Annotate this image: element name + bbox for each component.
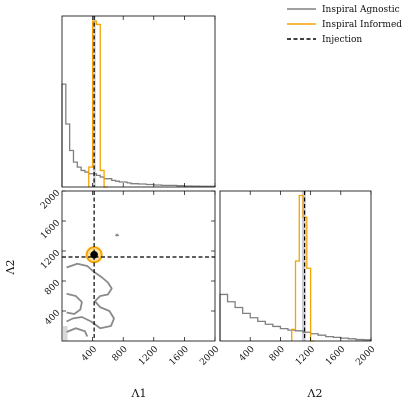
lambda2-hist-x-tick-label-400: 400	[238, 344, 257, 363]
joint-agnostic-contour-1	[66, 292, 83, 315]
legend-label-injection: Injection	[322, 35, 362, 45]
lambda2-hist-x-tick-label-800: 800	[268, 344, 287, 363]
lambda1-agnostic-histogram	[61, 83, 216, 187]
lambda1-histogram-panel	[61, 15, 216, 188]
lambda2-injection-band	[301, 191, 306, 341]
x-axis-label-lambda1: Λ1	[131, 387, 147, 400]
joint-y-tick-label-1600: 1600	[39, 218, 62, 241]
lambda1-informed-histogram	[88, 20, 108, 188]
legend-label-informed: Inspiral Informed	[322, 20, 402, 30]
joint-frame	[61, 190, 216, 342]
joint-x-tick-label-800: 800	[111, 344, 130, 363]
lambda2-histogram-frame	[219, 190, 372, 342]
y-axis-label-lambda2: Λ2	[4, 260, 17, 276]
joint-agnostic-contour-3	[114, 233, 120, 237]
lambda2-histogram-panel: 400 800 1200 1600 2000	[219, 190, 378, 368]
joint-agnostic-density-shade	[63, 326, 68, 341]
joint-x-tick-label-400: 400	[80, 344, 99, 363]
joint-x-tick-label-2000: 2000	[198, 344, 221, 367]
lambda2-hist-x-tick-label-1200: 1200	[294, 344, 317, 367]
joint-agnostic-contour-2	[66, 327, 89, 337]
lambda2-hist-x-tick-label-1600: 1600	[324, 344, 347, 367]
x-axis-label-lambda2: Λ2	[307, 387, 323, 400]
lambda2-agnostic-histogram	[219, 293, 372, 341]
joint-y-tick-label-2000: 2000	[39, 188, 62, 211]
lambda2-hist-x-tick-label-2000: 2000	[354, 344, 377, 367]
lambda2-informed-histogram	[291, 194, 315, 342]
joint-y-tick-label-800: 800	[43, 278, 62, 297]
joint-x-tick-label-1600: 1600	[168, 344, 191, 367]
joint-contour-panel: 400 800 1200 1600 2000 400 800 1200 1600 2000	[39, 188, 222, 368]
legend: Inspiral Agnostic Inspiral Informed Inje…	[287, 5, 402, 45]
joint-y-tick-label-1200: 1200	[39, 248, 62, 271]
lambda1-histogram-frame	[61, 15, 216, 188]
joint-x-tick-label-1200: 1200	[137, 344, 160, 367]
joint-y-tick-label-400: 400	[43, 308, 62, 327]
legend-label-agnostic: Inspiral Agnostic	[322, 5, 400, 15]
